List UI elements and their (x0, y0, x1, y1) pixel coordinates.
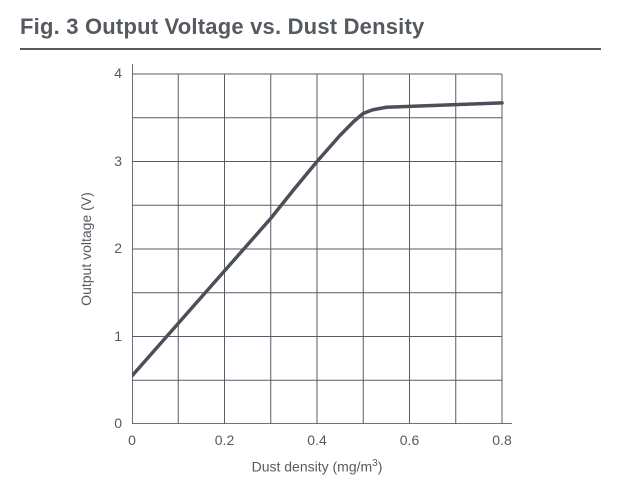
chart-area: Output voltage (V) Dust density (mg/m3) … (0, 62, 621, 492)
x-tick-label: 0 (112, 432, 152, 448)
y-tick-label: 0 (114, 415, 122, 431)
x-axis-label: Dust density (mg/m3) (132, 458, 502, 475)
y-tick-label: 1 (114, 328, 122, 344)
plot-area (132, 74, 502, 424)
chart-svg (132, 64, 512, 424)
x-tick-label: 0.6 (390, 432, 430, 448)
figure-container: Fig. 3 Output Voltage vs. Dust Density O… (0, 0, 621, 503)
figure-title: Fig. 3 Output Voltage vs. Dust Density (20, 14, 424, 40)
x-tick-label: 0.8 (482, 432, 522, 448)
y-tick-label: 2 (114, 240, 122, 256)
y-axis-label: Output voltage (V) (78, 192, 94, 306)
y-tick-label: 4 (114, 65, 122, 81)
y-tick-label: 3 (114, 153, 122, 169)
title-rule (20, 48, 601, 50)
x-tick-label: 0.2 (205, 432, 245, 448)
x-tick-label: 0.4 (297, 432, 337, 448)
